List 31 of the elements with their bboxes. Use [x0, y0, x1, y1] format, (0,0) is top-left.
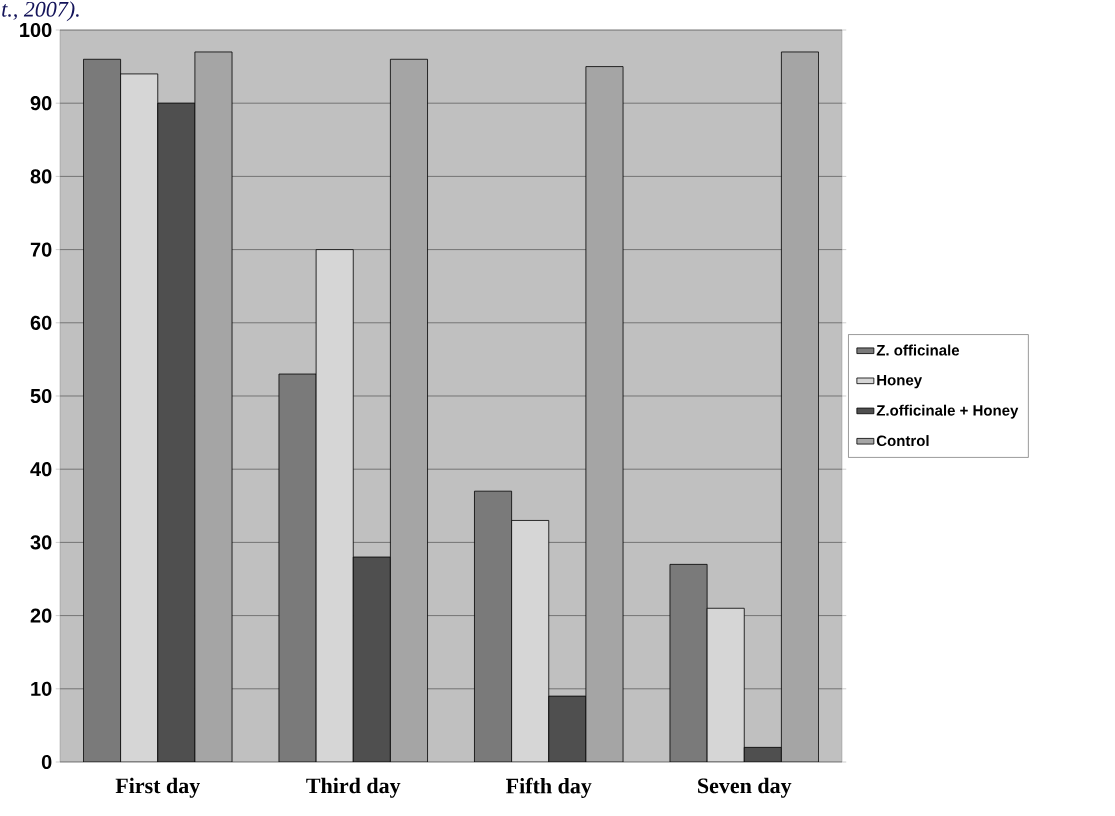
bar [353, 557, 391, 762]
legend-label: Z.officinale + Honey [876, 404, 1019, 419]
bar [316, 249, 354, 762]
y-tick-label: 0 [41, 754, 52, 770]
y-tick-label: 30 [30, 535, 52, 550]
y-tick-label: 90 [30, 96, 52, 111]
bar [548, 696, 586, 762]
bar [706, 607, 745, 762]
legend-label: Z. officinale [876, 344, 960, 356]
y-tick-label: 40 [30, 462, 52, 477]
text: t., 2007). [2, 1, 79, 22]
y-tick-label: 50 [30, 388, 52, 404]
bar [194, 51, 233, 762]
y-tick-label: 20 [30, 608, 52, 623]
bar [390, 59, 428, 762]
bar [157, 103, 195, 762]
bar [781, 51, 819, 762]
x-tick-label: Third day [306, 777, 401, 798]
legend-label: Control [876, 435, 929, 447]
x-tick-label: First day [115, 777, 200, 798]
y-tick-label: 60 [30, 315, 52, 330]
y-tick-label: 10 [31, 681, 52, 696]
y-tick-label: 80 [30, 169, 52, 184]
bar [585, 66, 624, 762]
y-tick-label: 100 [20, 22, 52, 38]
bar [511, 520, 549, 762]
legend-label: Honey [877, 374, 923, 389]
x-tick-label: Fifth day [506, 777, 592, 799]
y-tick-label: 70 [30, 242, 52, 257]
bar [120, 73, 158, 762]
x-tick-label: Seven day [698, 777, 792, 798]
